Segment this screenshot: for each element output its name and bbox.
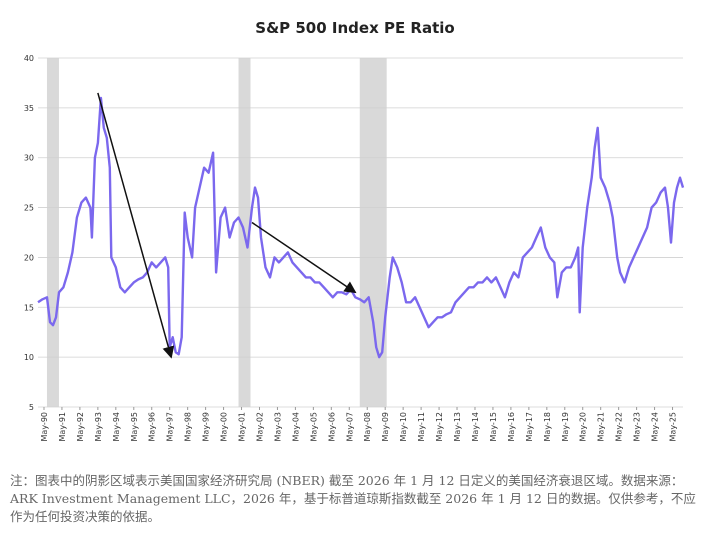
x-tick-label: May-97 — [166, 412, 175, 441]
y-tick-label: 10 — [24, 353, 34, 362]
x-tick-label: May-91 — [58, 412, 67, 441]
x-tick-label: May-11 — [417, 412, 426, 441]
x-tick-label: May-05 — [309, 412, 318, 441]
y-tick-label: 40 — [24, 54, 34, 63]
x-tick-label: May-10 — [399, 412, 408, 441]
y-tick-label: 20 — [24, 253, 34, 262]
x-tick-label: May-12 — [435, 412, 444, 441]
y-tick-label: 5 — [29, 403, 34, 412]
x-tick-label: May-06 — [327, 412, 336, 441]
x-tick-label: May-20 — [579, 412, 588, 441]
recession-band — [46, 58, 59, 407]
x-tick-label: May-22 — [615, 412, 624, 441]
x-tick-label: May-23 — [633, 412, 642, 441]
x-tick-label: May-04 — [291, 412, 300, 441]
recession-band — [359, 58, 387, 407]
x-tick-label: May-07 — [345, 412, 354, 441]
x-tick-label: May-14 — [471, 412, 480, 441]
x-tick-label: May-99 — [202, 412, 211, 441]
x-tick-label: May-21 — [597, 412, 606, 441]
footnote: 注：图表中的阴影区域表示美国国家经济研究局 (NBER) 截至 2026 年 1… — [10, 473, 696, 524]
x-tick-label: May-16 — [507, 412, 516, 441]
x-tick-label: May-01 — [238, 412, 247, 441]
x-tick-label: May-98 — [184, 412, 193, 441]
y-tick-label: 25 — [24, 204, 34, 213]
y-tick-label: 35 — [24, 104, 34, 113]
arrow — [97, 92, 175, 359]
y-tick-label: 15 — [24, 303, 34, 312]
x-tick-label: May-93 — [94, 412, 103, 441]
x-tick-label: May-03 — [273, 412, 282, 441]
x-tick-label: May-92 — [76, 412, 85, 441]
x-tick-label: May-95 — [130, 412, 139, 441]
y-tick-label: 30 — [24, 154, 34, 163]
x-tick-label: May-18 — [543, 412, 552, 441]
x-tick-label: May-00 — [220, 412, 229, 441]
arrow — [251, 221, 357, 294]
x-tick-label: May-13 — [453, 412, 462, 441]
x-tick-label: May-09 — [381, 412, 390, 441]
x-tick-label: May-02 — [255, 412, 264, 441]
pe-line — [37, 96, 685, 359]
chart: S&P 500 Index PE Ratio 5 10 15 20 25 30 35 40 Ma… — [24, 19, 685, 441]
x-tick-label: May-25 — [669, 412, 678, 441]
x-tick-label: May-08 — [363, 412, 372, 441]
x-tick-label: May-94 — [112, 412, 121, 441]
x-tick-label: May-96 — [148, 412, 157, 441]
x-tick-label: May-24 — [651, 412, 660, 441]
chart-title: S&P 500 Index PE Ratio — [255, 19, 454, 37]
x-tick-label: May-17 — [525, 412, 534, 441]
x-tick-label: May-90 — [40, 412, 49, 441]
x-tick-label: May-15 — [489, 412, 498, 441]
x-tick-label: May-19 — [561, 412, 570, 441]
